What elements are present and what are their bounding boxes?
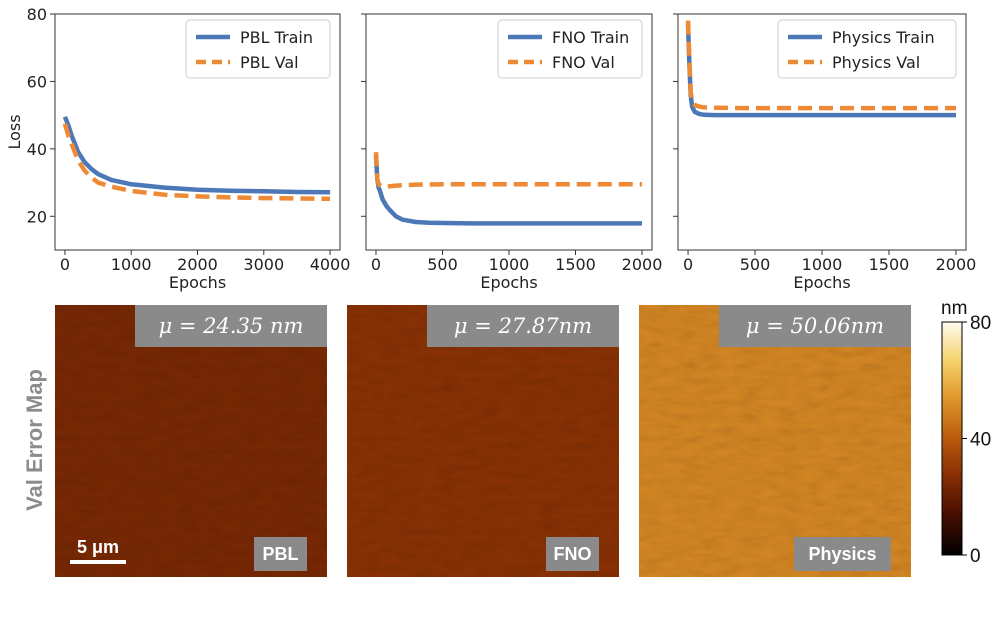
legend-entry: Physics Train [832, 28, 935, 47]
error-maps: μ = 24.35 nm PBL 5 μm μ = 27.87nm FNO μ = 50.… [55, 305, 911, 577]
x-tick-label: 1000 [111, 255, 152, 274]
colorbar: nm 0 40 80 [941, 298, 991, 567]
loss-plots: 0 1000 2000 3000 4000 20 40 60 80 Epochs Loss PBL T… [5, 5, 976, 292]
y-axis-label: Loss [5, 114, 24, 149]
colorbar-tick-label: 40 [970, 430, 991, 451]
x-tick-label: 1500 [869, 255, 910, 274]
legend-entry: PBL Train [240, 28, 313, 47]
model-badge [794, 537, 891, 571]
legend-entry: FNO Train [552, 28, 629, 47]
x-axis-label: Epochs [480, 273, 537, 292]
y-tick-label: 20 [27, 207, 47, 226]
colorbar-tick-label: 80 [970, 313, 991, 334]
x-tick-label: 0 [371, 255, 381, 274]
series-line-fno-train [373, 155, 642, 226]
val-error-map-label: Val Error Map [22, 369, 47, 511]
legend: Physics Train Physics Val [777, 19, 957, 79]
mean-value-label: μ = 27.87nm [454, 314, 592, 338]
y-tick-label: 80 [27, 5, 47, 24]
x-tick-label: 0 [683, 255, 693, 274]
x-tick-label: 1000 [802, 255, 843, 274]
legend-entry: FNO Val [552, 53, 615, 72]
error-map-fno: μ = 27.87nm FNO [347, 305, 619, 577]
colorbar-unit: nm [941, 298, 967, 319]
model-label: FNO [554, 544, 592, 564]
colorbar-gradient [941, 321, 963, 556]
model-label: Physics [808, 544, 876, 564]
y-tick-label: 60 [27, 72, 47, 91]
colorbar-tick-label: 0 [970, 546, 981, 567]
legend: FNO Train FNO Val [497, 19, 643, 79]
series-line-pbl-train [62, 115, 331, 195]
scale-bar-label: 5 μm [77, 537, 119, 557]
heatmap-texture [347, 305, 619, 577]
legend-entry: PBL Val [240, 53, 299, 72]
x-tick-label: 500 [740, 255, 771, 274]
model-label: PBL [263, 544, 299, 564]
x-axis-label: Epochs [169, 273, 226, 292]
x-tick-label: 1000 [489, 255, 530, 274]
series-line-pbl-val [62, 122, 331, 202]
error-map-physics: μ = 50.06nm Physics [639, 305, 911, 577]
x-tick-label: 3000 [243, 255, 284, 274]
legend-entry: Physics Val [832, 53, 920, 72]
x-axis-label: Epochs [793, 273, 850, 292]
loss-plot-2: 0 500 1000 1500 2000 Epochs FNO Train FNO Val [361, 13, 663, 292]
series-line-fno-val [373, 152, 642, 189]
x-tick-label: 2000 [936, 255, 977, 274]
x-tick-label: 4000 [310, 255, 351, 274]
scale-bar: 5 μm [70, 537, 126, 564]
legend-box [777, 19, 957, 79]
error-map-pbl: μ = 24.35 nm PBL 5 μm [55, 305, 327, 577]
y-tick-label: 40 [27, 140, 47, 159]
x-tick-label: 2000 [177, 255, 218, 274]
mean-badge [427, 305, 619, 347]
heatmap-texture [639, 305, 911, 577]
x-tick-label: 500 [427, 255, 458, 274]
model-badge [254, 537, 307, 571]
model-badge [546, 537, 599, 571]
series-line-physics-val [685, 20, 956, 111]
mean-badge [719, 305, 911, 347]
legend: PBL Train PBL Val [185, 19, 331, 79]
x-tick-label: 1500 [555, 255, 596, 274]
x-tick-label: 0 [60, 255, 70, 274]
mean-value-label: μ = 24.35 nm [159, 314, 304, 338]
x-tick-label: 2000 [622, 255, 663, 274]
heatmap-texture [55, 305, 327, 577]
loss-plot-1: 0 1000 2000 3000 4000 20 40 60 80 Epochs Loss PBL T… [5, 5, 350, 292]
mean-value-label: μ = 50.06nm [746, 314, 884, 338]
mean-badge [135, 305, 327, 347]
